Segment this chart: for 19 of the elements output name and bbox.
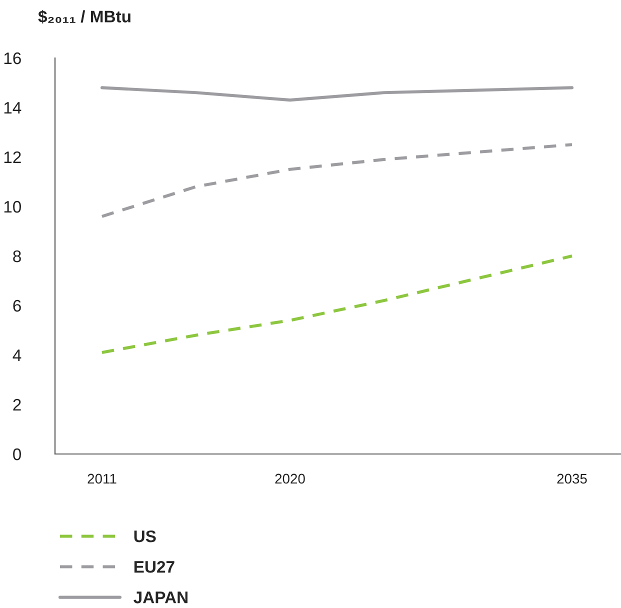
y-tick-label: 0	[13, 448, 22, 460]
y-axis-title: $₂₀₁₁ / MBtu	[38, 10, 130, 24]
x-tick-label: 2020	[275, 474, 305, 484]
y-tick-label: 8	[13, 250, 21, 262]
y-tick-label: 10	[4, 200, 22, 213]
legend-label: EU27	[134, 560, 174, 573]
line-series	[100, 254, 574, 354]
x-tick-label: 2035	[557, 474, 587, 484]
line-series	[100, 143, 574, 218]
y-tick-label: 12	[4, 151, 21, 164]
y-tick-label: 14	[4, 102, 22, 114]
y-tick-label: 16	[4, 52, 21, 64]
line-series	[100, 86, 574, 102]
legend-label: JAPAN	[134, 592, 188, 604]
y-tick-label: 4	[12, 350, 22, 362]
x-tick-label: 2011	[88, 474, 116, 484]
y-tick-label: 2	[13, 398, 21, 411]
legend-label: US	[134, 530, 156, 542]
y-tick-label: 6	[13, 300, 21, 312]
